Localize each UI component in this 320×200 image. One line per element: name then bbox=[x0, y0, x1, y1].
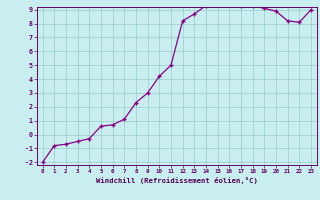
X-axis label: Windchill (Refroidissement éolien,°C): Windchill (Refroidissement éolien,°C) bbox=[96, 177, 258, 184]
